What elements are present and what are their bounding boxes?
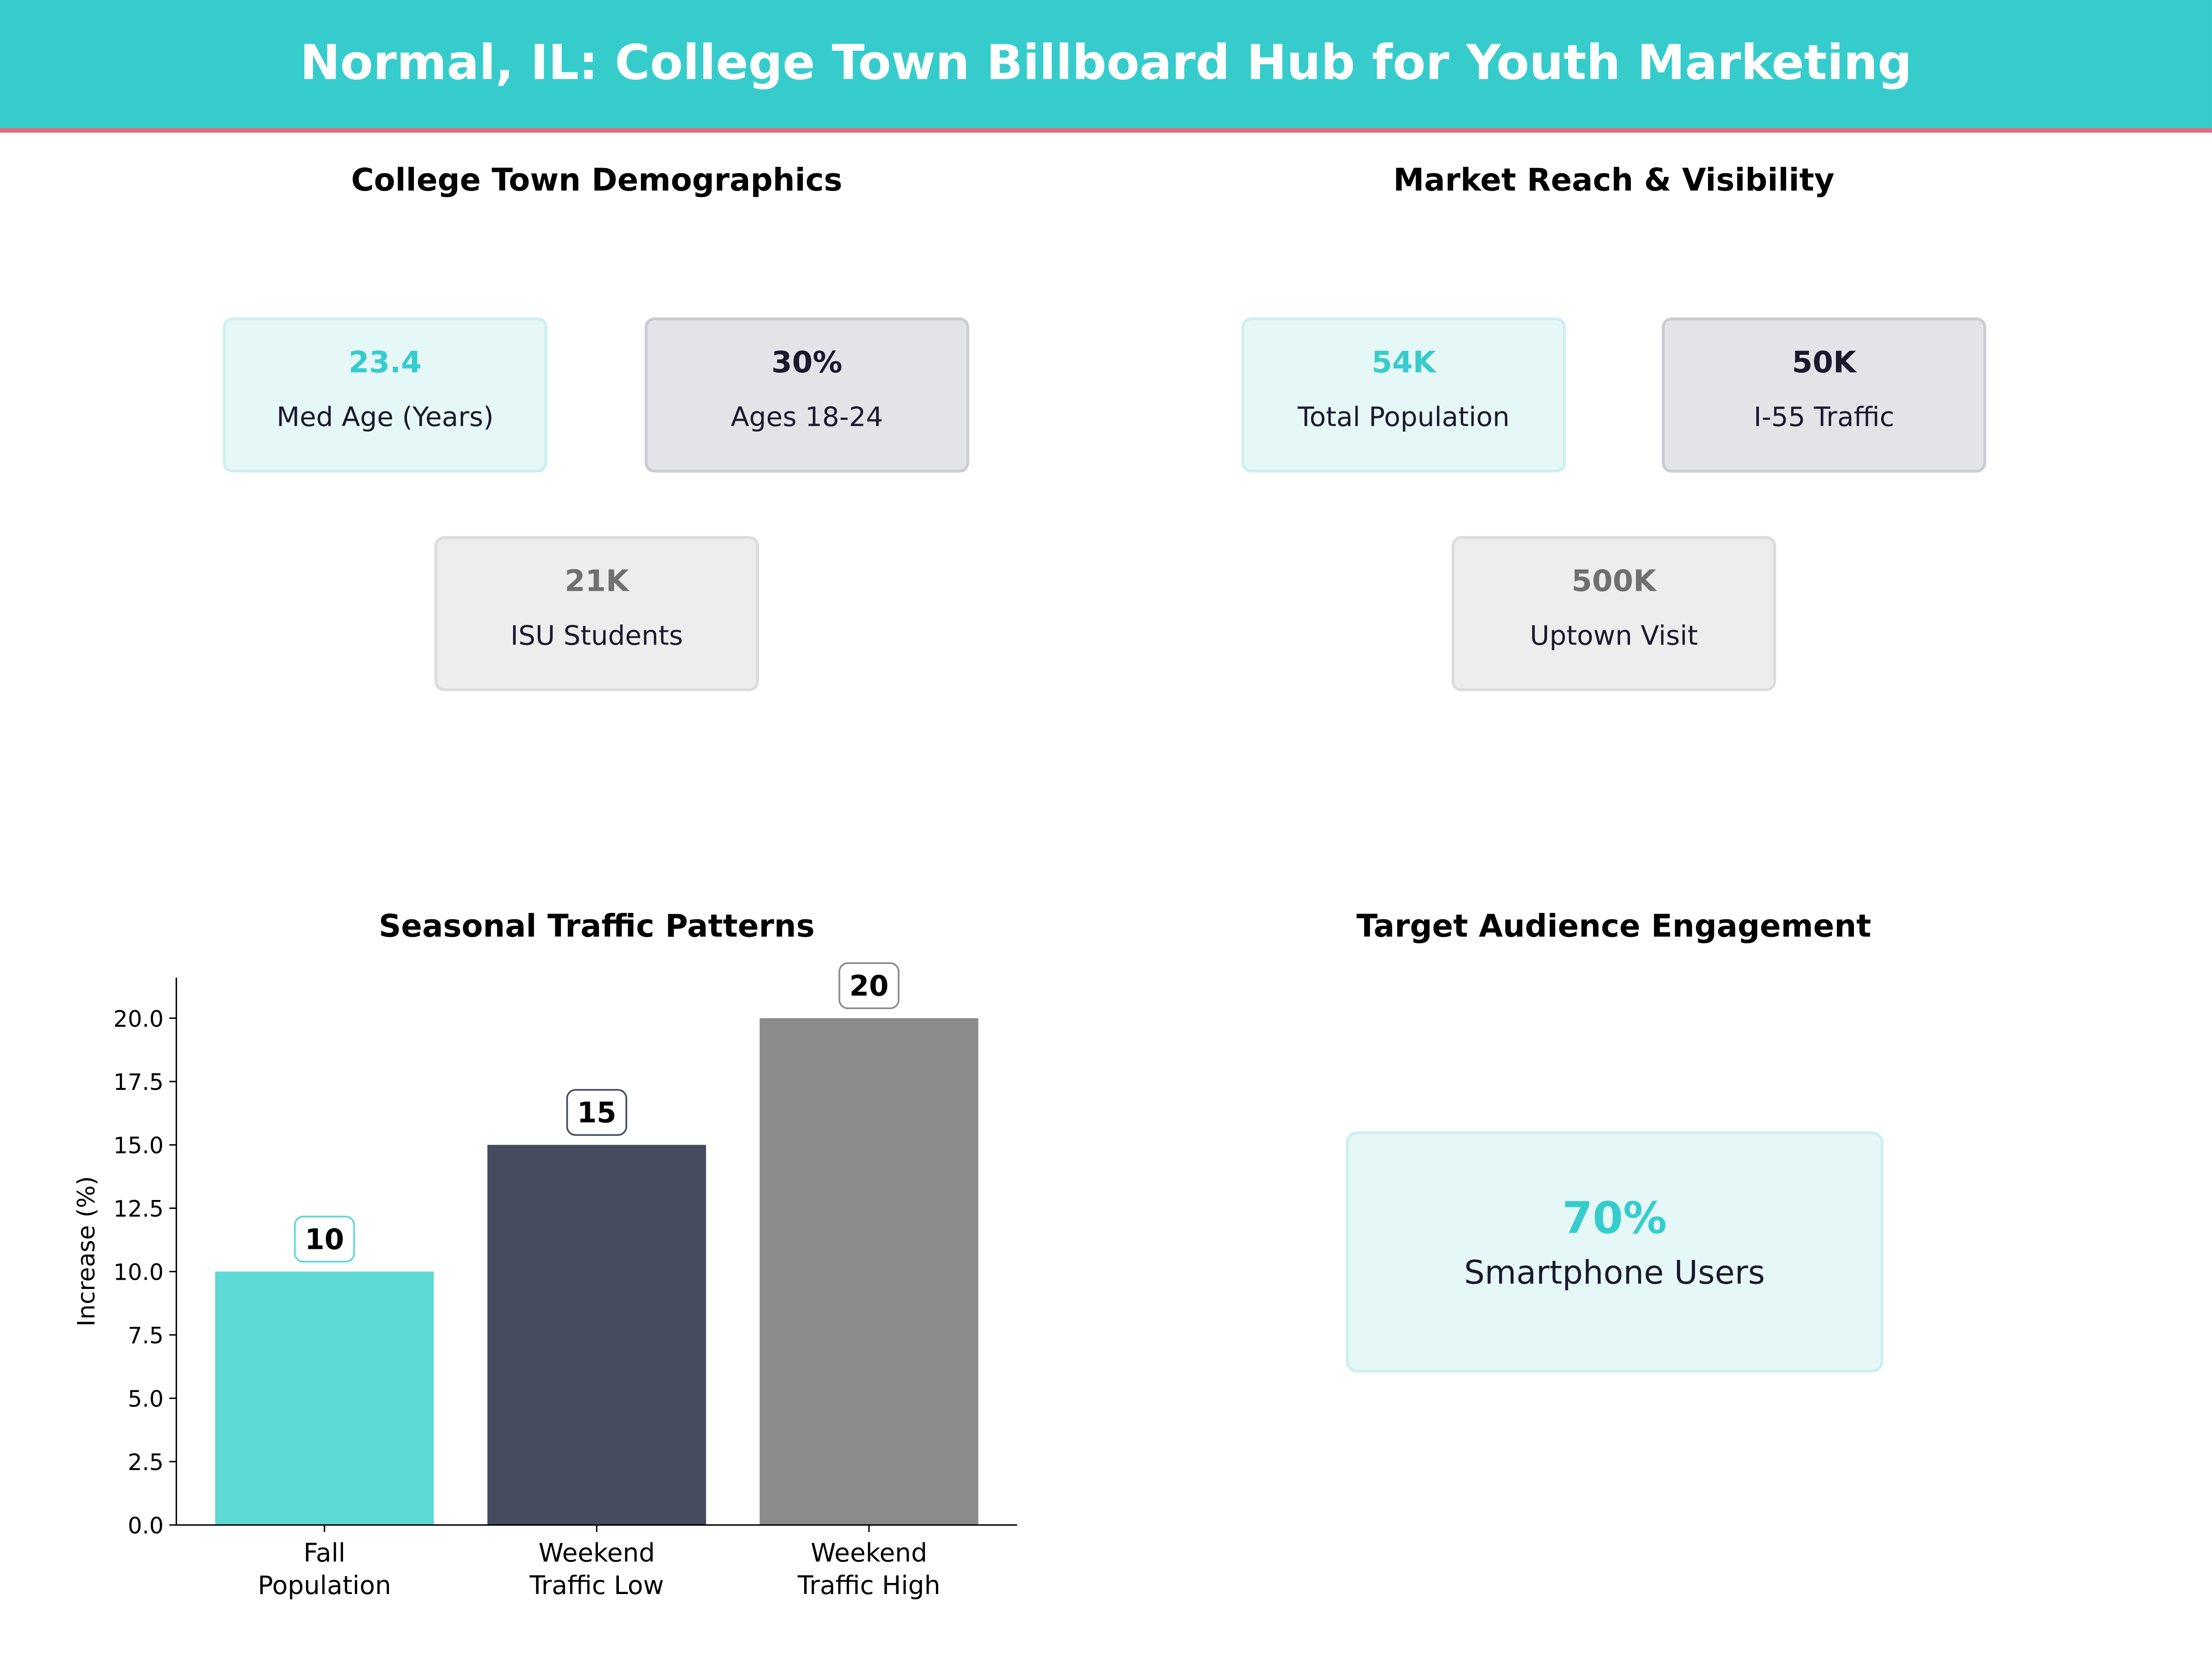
x-tick-label: Weekend bbox=[539, 1538, 655, 1568]
stat-label: Med Age (Years) bbox=[276, 402, 494, 433]
x-tick-label: Fall bbox=[304, 1538, 346, 1568]
stat-value: 21K bbox=[565, 564, 629, 598]
y-tick-label: 17.5 bbox=[113, 1069, 164, 1095]
stat-label: ISU Students bbox=[510, 620, 683, 652]
stat-label: Smartphone Users bbox=[1464, 1255, 1765, 1293]
demographics-title: College Town Demographics bbox=[351, 164, 842, 199]
y-tick-label: 7.5 bbox=[128, 1323, 164, 1349]
y-tick-label: 15.0 bbox=[113, 1133, 164, 1159]
stat-card-smartphone-users: 70% Smartphone Users bbox=[1346, 1131, 1883, 1373]
y-tick-label: 10.0 bbox=[113, 1259, 164, 1286]
bar bbox=[487, 1145, 706, 1525]
stat-value: 54K bbox=[1371, 345, 1436, 380]
data-label: 10 bbox=[305, 1223, 344, 1256]
y-tick-label: 20.0 bbox=[113, 1006, 164, 1032]
bar bbox=[759, 1018, 978, 1525]
stat-label: Uptown Visit bbox=[1530, 620, 1698, 652]
x-tick-label: Traffic High bbox=[797, 1571, 941, 1600]
stat-card-uptown-visit: 500K Uptown Visit bbox=[1451, 536, 1777, 691]
stat-card-total-population: 54K Total Population bbox=[1241, 317, 1566, 473]
bar bbox=[215, 1271, 434, 1525]
stat-value: 30% bbox=[771, 345, 842, 380]
x-tick-label: Weekend bbox=[811, 1538, 927, 1568]
y-tick-label: 0.0 bbox=[128, 1513, 164, 1539]
y-axis-label: Increase (%) bbox=[73, 1176, 100, 1327]
stat-card-isu-students: 21K ISU Students bbox=[434, 536, 759, 691]
data-label-box bbox=[566, 1089, 628, 1136]
x-tick-label: Population bbox=[258, 1571, 391, 1600]
reach-title: Market Reach & Visibility bbox=[1393, 164, 1835, 199]
y-tick-label: 5.0 bbox=[128, 1386, 164, 1412]
data-label-box bbox=[294, 1216, 355, 1263]
stat-label: Total Population bbox=[1297, 402, 1510, 433]
data-label-box bbox=[838, 962, 900, 1009]
stat-value: 500K bbox=[1571, 564, 1656, 598]
data-label: 15 bbox=[577, 1096, 616, 1129]
x-tick-label: Traffic Low bbox=[529, 1571, 664, 1600]
stat-value: 70% bbox=[1562, 1193, 1667, 1244]
stat-label: Ages 18-24 bbox=[730, 402, 883, 433]
stat-value: 50K bbox=[1792, 345, 1856, 380]
chart-title: Seasonal Traffic Patterns bbox=[378, 910, 815, 946]
stat-value: 23.4 bbox=[348, 345, 422, 380]
stat-card-ages-18-24: 30% Ages 18-24 bbox=[644, 317, 970, 473]
stat-card-median-age: 23.4 Med Age (Years) bbox=[223, 317, 547, 473]
y-tick-label: 12.5 bbox=[113, 1196, 164, 1222]
data-label: 20 bbox=[849, 970, 888, 1002]
engagement-title: Target Audience Engagement bbox=[1356, 910, 1871, 946]
stat-label: I-55 Traffic bbox=[1753, 402, 1894, 433]
stat-card-i55-traffic: 50K I-55 Traffic bbox=[1662, 317, 1987, 473]
y-tick-label: 2.5 bbox=[128, 1449, 164, 1476]
page-title: Normal, IL: College Town Billboard Hub f… bbox=[300, 35, 1912, 92]
bar-chart: 10 Fall Population 15 Weekend Traffic Low 20 We… bbox=[73, 962, 1018, 1600]
header-banner: Normal, IL: College Town Billboard Hub f… bbox=[0, 0, 2212, 133]
